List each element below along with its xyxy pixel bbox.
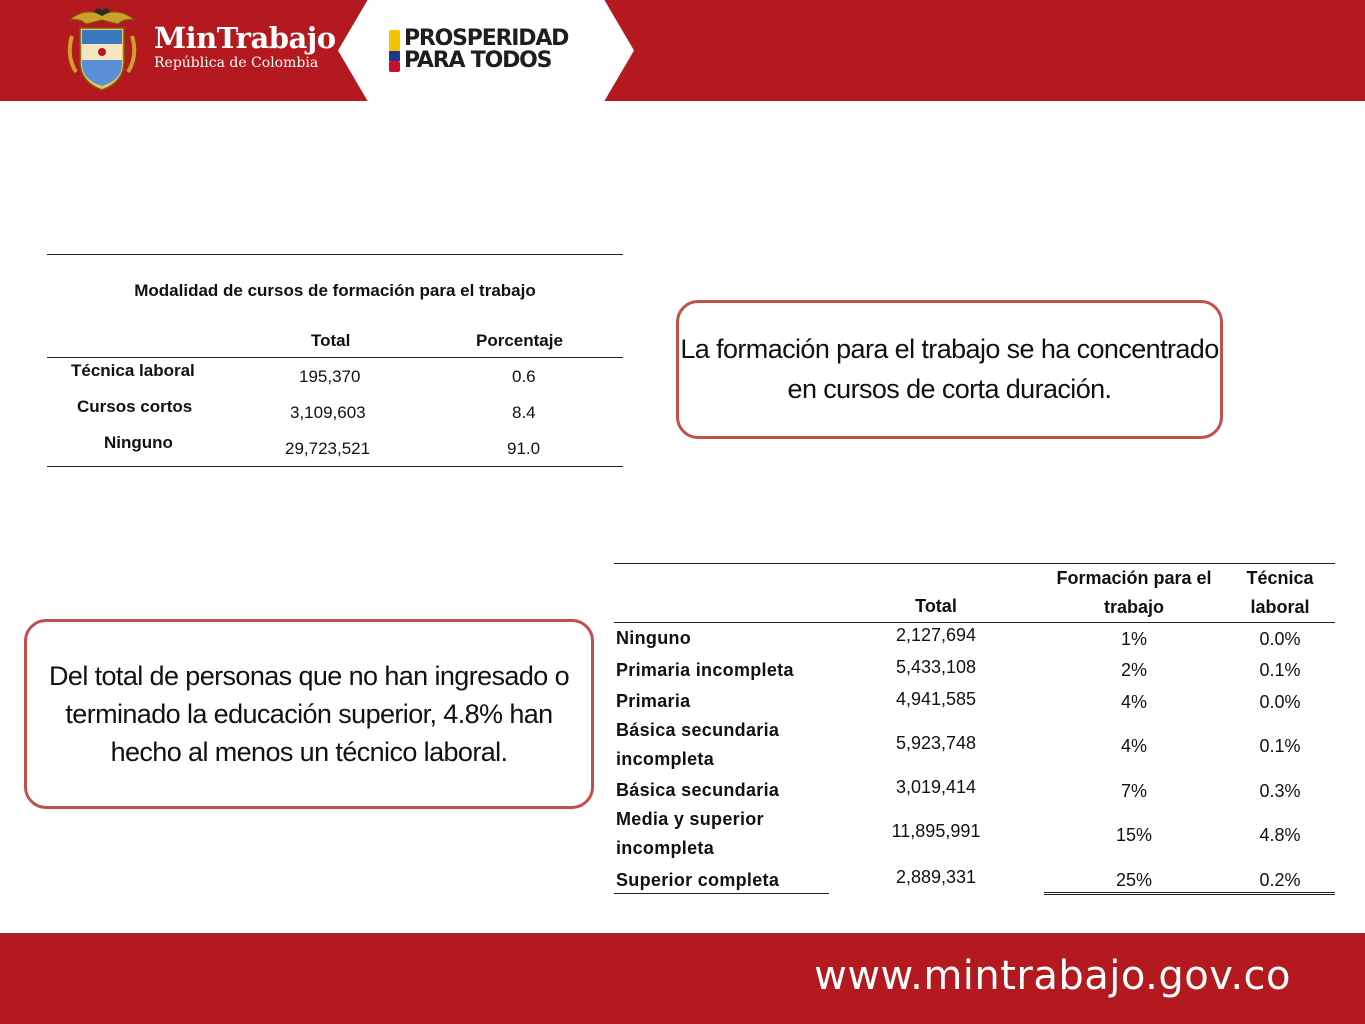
row-formacion: 4% (1120, 736, 1147, 756)
row-label: Media y superior incompleta (616, 809, 764, 858)
row-percent: 0.6 (512, 367, 536, 386)
row-label: Cursos cortos (77, 397, 193, 416)
table-header-rule (614, 622, 1335, 623)
row-tecnica: 0.1% (1259, 736, 1301, 756)
col-formacion-header: Formación para el trabajo (1056, 568, 1212, 617)
table-bottom-rule (1044, 892, 1335, 895)
row-label: Básica secundaria incompleta (616, 720, 780, 769)
row-label: Ninguno (104, 433, 173, 452)
row-label: Primaria incompleta (616, 660, 794, 680)
col-total-header: Total (311, 331, 351, 350)
callout-short-courses: La formación para el trabajo se ha conce… (676, 300, 1223, 439)
table-top-rule (47, 254, 623, 255)
website-url: www.mintrabajo.gov.co (814, 953, 1291, 999)
row-formacion: 1% (1120, 629, 1147, 649)
row-tecnica: 0.1% (1259, 660, 1301, 680)
row-total: 2,127,694 (895, 625, 977, 645)
row-percent: 8.4 (512, 403, 536, 422)
row-total: 11,895,991 (891, 821, 981, 841)
callout-text: Del total de personas que no han ingresa… (49, 660, 570, 768)
table-header: Total Porcentaje (47, 309, 623, 358)
training-modality-table: Modalidad de cursos de formación para el… (47, 254, 623, 467)
row-tecnica: 0.2% (1259, 870, 1301, 890)
row-total: 195,370 (299, 367, 361, 386)
row-label: Superior completa (616, 870, 780, 890)
row-total: 2,889,331 (895, 867, 977, 887)
row-tecnica: 0.0% (1259, 692, 1301, 712)
row-total: 4,941,585 (895, 689, 977, 709)
callout-technical-labor: Del total de personas que no han ingresa… (24, 619, 594, 809)
row-formacion: 7% (1120, 781, 1147, 801)
col-tecnica-header: Técnica laboral (1246, 568, 1314, 617)
callout-text: La formación para el trabajo se ha conce… (680, 334, 1219, 404)
row-label: Primaria (616, 691, 691, 711)
table-top-rule (614, 563, 1335, 564)
row-formacion: 2% (1120, 660, 1147, 680)
col-total-header: Total (915, 596, 957, 616)
table-bottom-rule (614, 893, 829, 894)
slogan-line-2: PARA TODOS (404, 48, 552, 73)
row-formacion: 15% (1115, 825, 1153, 845)
header-bar: MinTrabajo República de Colombia PROSPER… (0, 0, 1365, 101)
row-tecnica: 0.3% (1259, 781, 1301, 801)
ministry-name: MinTrabajo (154, 21, 336, 55)
education-level-table: Total Formación para el trabajo Técnica … (614, 563, 1335, 896)
colombia-flag-icon (389, 30, 400, 72)
col-percent-header: Porcentaje (476, 331, 563, 350)
row-tecnica: 0.0% (1259, 629, 1301, 649)
row-label: Ninguno (616, 628, 692, 648)
row-total: 5,923,748 (895, 733, 977, 753)
table-row: Ninguno 29,723,521 91.0 (47, 430, 623, 467)
ministry-subtitle: República de Colombia (154, 55, 319, 71)
table-title: Modalidad de cursos de formación para el… (134, 281, 536, 300)
row-label: Básica secundaria (616, 780, 780, 800)
table-row: Cursos cortos 3,109,603 8.4 (47, 394, 623, 430)
row-total: 5,433,108 (895, 657, 977, 677)
slogan-line-1: PROSPERIDAD (404, 26, 569, 51)
row-label: Técnica laboral (71, 361, 195, 380)
footer-bar: www.mintrabajo.gov.co (0, 933, 1365, 1024)
row-total: 29,723,521 (285, 439, 371, 458)
row-percent: 91.0 (507, 439, 541, 458)
table-row: Técnica laboral 195,370 0.6 (47, 358, 623, 394)
row-tecnica: 4.8% (1259, 825, 1301, 845)
row-total: 3,019,414 (895, 777, 977, 797)
coat-of-arms-icon (67, 8, 137, 91)
row-formacion: 25% (1115, 870, 1153, 890)
row-total: 3,109,603 (290, 403, 366, 422)
row-formacion: 4% (1120, 692, 1147, 712)
slogan-panel (338, 0, 634, 101)
